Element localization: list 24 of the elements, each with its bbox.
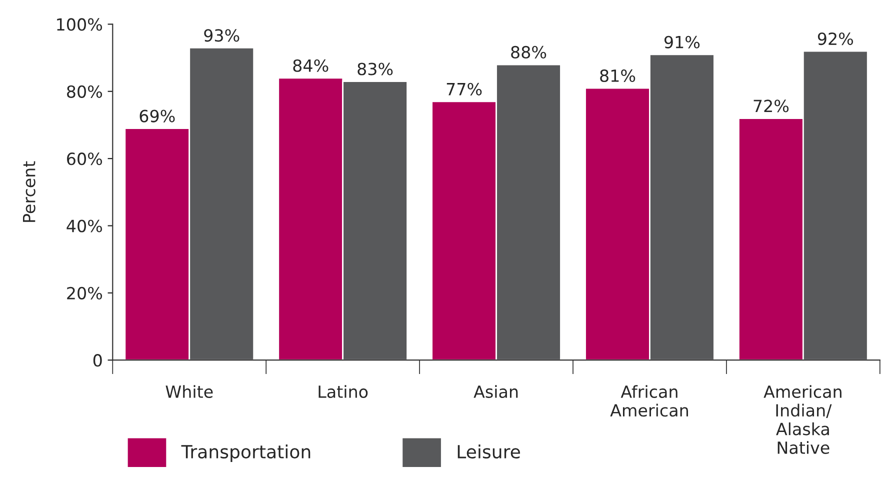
legend-label: Leisure [458,444,520,459]
x-tick-label: African American [610,385,688,417]
data-label: 81% [600,69,636,82]
y-tick-label: 40% [66,220,102,232]
data-label: 77% [446,82,482,96]
x-tick-label: American Indian/ Alaska Native [764,385,842,454]
data-label: 91% [664,36,700,48]
x-tick-label: Asian [474,385,518,398]
data-label: 84% [293,59,328,72]
data-label: 72% [754,100,789,112]
y-tick-label: 80% [67,85,102,98]
y-tick-label: 20% [67,286,102,300]
data-label: 93% [204,29,240,42]
y-tick-label: 100% [57,18,102,31]
data-label: 92% [818,32,854,46]
y-tick-label: 0 [93,354,102,367]
x-tick-label: Latino [318,385,368,398]
data-label: 83% [358,62,393,76]
y-tick-label: 60% [67,152,102,166]
x-tick-label: White [166,385,213,398]
data-label: 88% [511,46,546,58]
data-label: 69% [140,110,175,122]
y-axis-title: Percent [22,161,36,222]
legend-label: Transportation [181,444,310,462]
